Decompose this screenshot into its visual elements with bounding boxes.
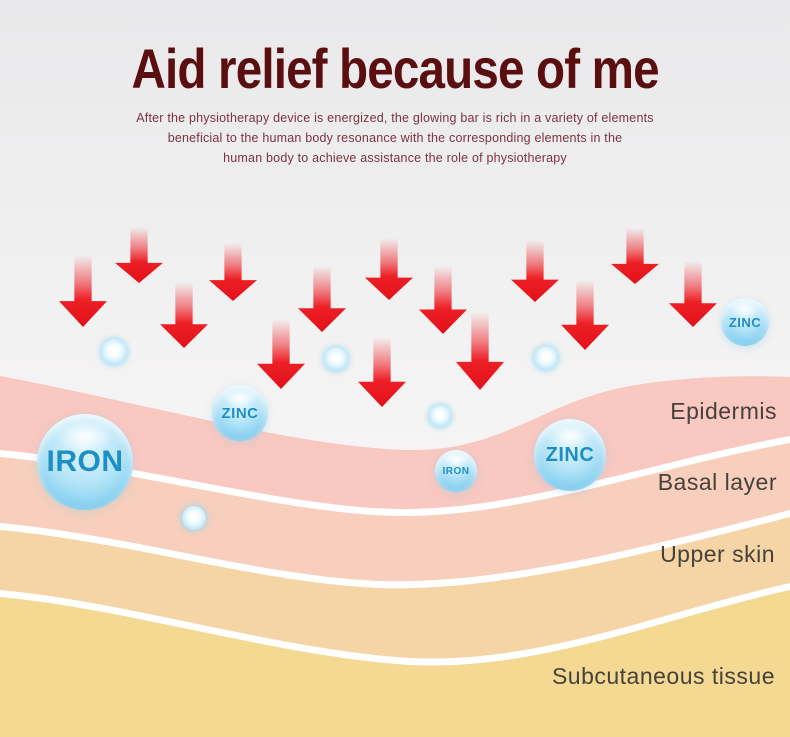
down-arrow-icon bbox=[160, 282, 208, 348]
layer-label-upper-skin: Upper skin bbox=[660, 541, 775, 567]
layer-label-epidermis: Epidermis bbox=[670, 398, 777, 424]
subtitle-line: human body to achieve assistance the rol… bbox=[223, 150, 567, 165]
down-arrow-icon bbox=[59, 255, 107, 327]
element-bubble: ZINC bbox=[212, 385, 268, 441]
subtitle-line: beneficial to the human body resonance w… bbox=[167, 130, 623, 145]
down-arrow-icon bbox=[365, 238, 413, 300]
down-arrow-icon bbox=[358, 337, 406, 407]
particle-bubble-icon bbox=[429, 405, 451, 427]
element-bubble-label: IRON bbox=[46, 445, 124, 478]
particle-bubble-icon bbox=[534, 346, 558, 370]
down-arrow-icon bbox=[511, 240, 559, 302]
down-arrow-icon bbox=[257, 319, 305, 389]
down-arrow-icon bbox=[209, 243, 257, 301]
down-arrow-icon bbox=[611, 228, 659, 284]
element-bubble-label: ZINC bbox=[221, 404, 259, 422]
particle-bubble-icon bbox=[101, 339, 127, 365]
element-bubble: ZINC bbox=[721, 298, 769, 346]
layer-label-subcutaneous: Subcutaneous tissue bbox=[551, 663, 775, 689]
down-arrow-icon bbox=[419, 266, 467, 334]
down-arrow-icon bbox=[298, 266, 346, 332]
down-arrow-icon bbox=[456, 312, 504, 390]
down-arrow-icon bbox=[561, 280, 609, 350]
element-bubble-label: IRON bbox=[442, 465, 470, 477]
element-bubble-label: ZINC bbox=[545, 443, 595, 466]
down-arrow-icon bbox=[669, 261, 717, 327]
subcutaneous-band bbox=[0, 590, 790, 737]
page-title: Aid relief because of me bbox=[131, 37, 659, 100]
down-arrow-icon bbox=[115, 227, 163, 283]
element-bubble: ZINC bbox=[534, 419, 606, 491]
header: Aid relief because of me After the physi… bbox=[0, 0, 790, 168]
particle-bubble-icon bbox=[324, 347, 348, 371]
particle-bubble-icon bbox=[182, 506, 206, 530]
element-bubble: IRON bbox=[37, 414, 133, 510]
element-bubble-label: ZINC bbox=[728, 314, 762, 330]
subtitle: After the physiotherapy device is energi… bbox=[0, 108, 790, 168]
layer-label-basal-layer: Basal layer bbox=[657, 469, 777, 495]
subtitle-line: After the physiotherapy device is energi… bbox=[136, 110, 654, 125]
element-bubble: IRON bbox=[435, 450, 477, 492]
